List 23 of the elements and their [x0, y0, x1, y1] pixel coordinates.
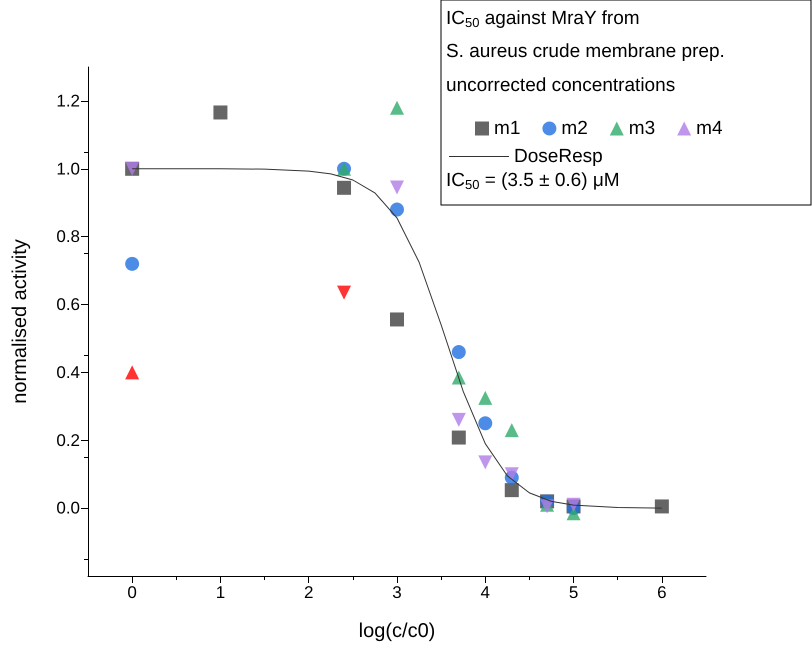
y-tick-label: 0.2: [56, 430, 80, 450]
x-tick-label: 6: [657, 583, 667, 602]
legend-label: m2: [561, 118, 588, 139]
x-tick-label: 5: [568, 583, 578, 602]
x-tick-label: 0: [127, 583, 137, 602]
y-tick-label: 1.2: [56, 91, 80, 110]
legend-label: m4: [696, 118, 724, 139]
legend-label: m1: [494, 118, 520, 139]
y-tick-label: 0.6: [56, 295, 80, 314]
x-tick-label: 2: [304, 583, 314, 602]
y-tick-label: 1.0: [56, 159, 80, 178]
legend-label: DoseResp: [514, 146, 603, 167]
legend-label: m3: [628, 118, 656, 139]
text: uncorrected concentrations: [446, 75, 676, 96]
x-tick-label: 3: [392, 583, 402, 602]
x-axis-title: log(c/c0): [358, 620, 436, 642]
y-tick-label: 0.4: [56, 362, 80, 382]
text: S. aureus crude membrane prep.: [446, 41, 725, 62]
y-tick-label: 0.0: [56, 498, 80, 518]
x-tick-label: 1: [216, 583, 226, 602]
x-tick-label: 4: [480, 583, 490, 602]
y-axis-title: normalised activity: [9, 239, 31, 404]
y-tick-label: 0.8: [56, 227, 80, 246]
